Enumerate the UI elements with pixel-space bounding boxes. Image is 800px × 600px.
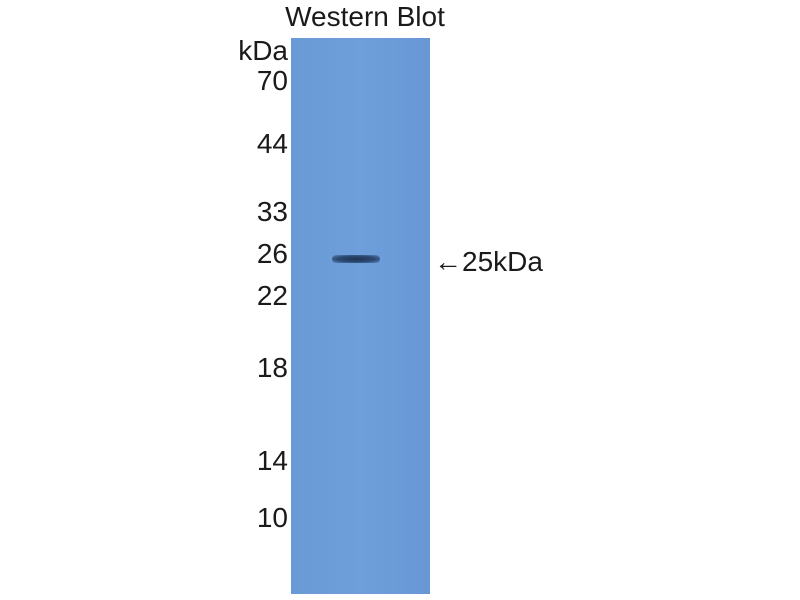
marker-26: 26 [256,238,288,269]
marker-44: 44 [256,128,288,159]
band-annotation: ←25kDa [434,246,543,277]
unit-label: kDa [238,35,288,66]
marker-22: 22 [256,280,288,311]
protein-band [332,255,380,263]
marker-14: 14 [256,445,288,476]
marker-70: 70 [256,65,288,96]
figure-title: Western Blot [285,1,445,32]
marker-33: 33 [256,196,288,227]
blot-membrane [291,38,430,594]
marker-18: 18 [256,352,288,383]
marker-10: 10 [256,502,288,533]
